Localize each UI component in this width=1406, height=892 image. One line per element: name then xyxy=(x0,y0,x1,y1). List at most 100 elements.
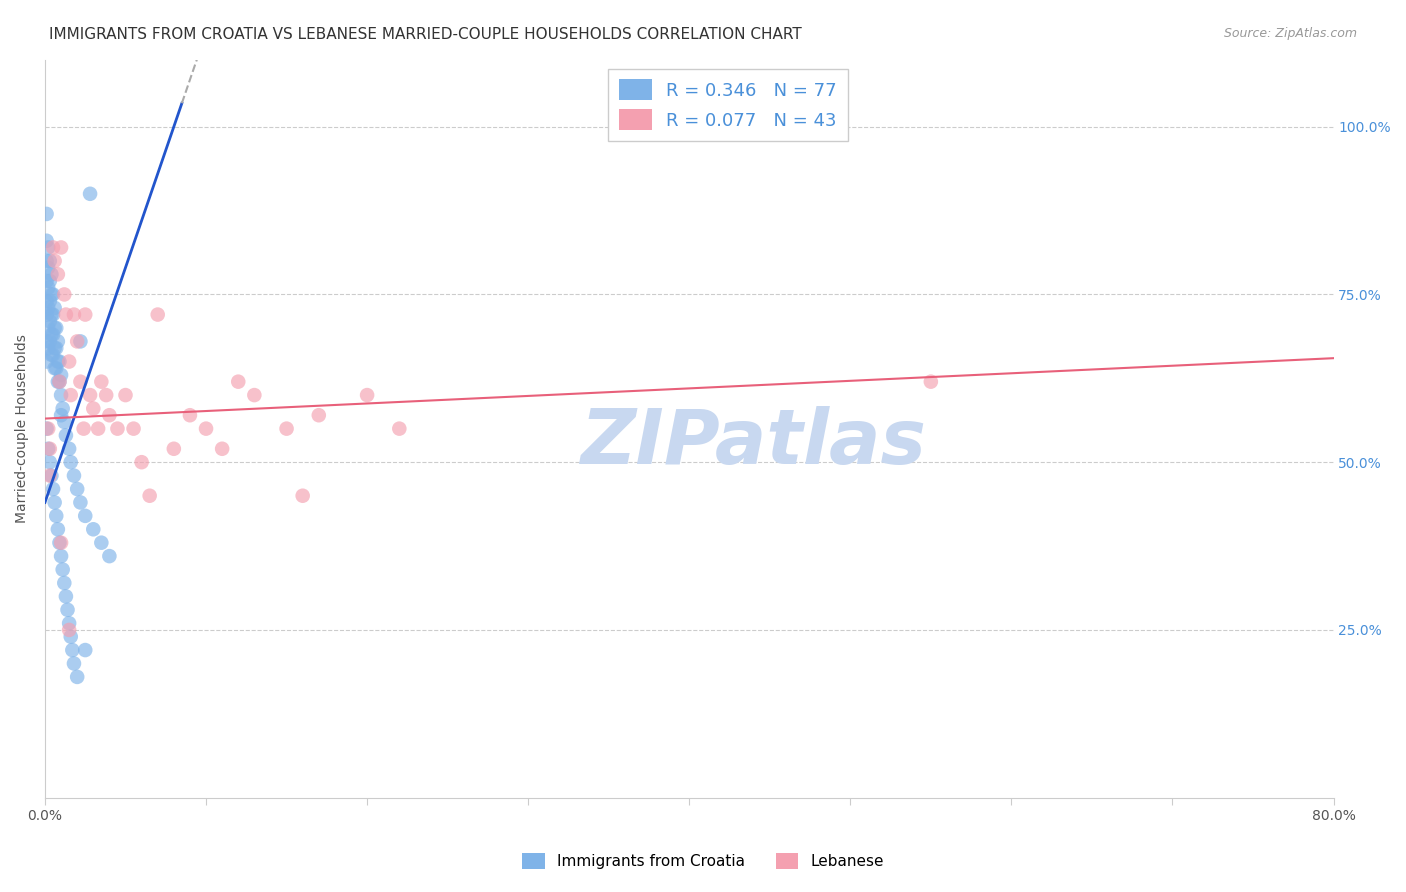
Point xyxy=(55,308,77,322)
Point xyxy=(49,368,72,382)
Point xyxy=(45,341,67,355)
Text: Source: ZipAtlas.com: Source: ZipAtlas.com xyxy=(1223,27,1357,40)
Point xyxy=(75,308,97,322)
Point xyxy=(276,422,298,436)
Point xyxy=(98,408,121,422)
Point xyxy=(107,422,129,436)
Point xyxy=(42,327,65,342)
Point xyxy=(37,442,59,456)
Point xyxy=(49,408,72,422)
Point xyxy=(38,442,60,456)
Point xyxy=(42,482,65,496)
Point xyxy=(37,321,59,335)
Text: IMMIGRANTS FROM CROATIA VS LEBANESE MARRIED-COUPLE HOUSEHOLDS CORRELATION CHART: IMMIGRANTS FROM CROATIA VS LEBANESE MARR… xyxy=(49,27,801,42)
Point xyxy=(49,388,72,402)
Point xyxy=(79,388,101,402)
Point xyxy=(38,334,60,349)
Point xyxy=(59,455,82,469)
Point xyxy=(75,508,97,523)
Point xyxy=(90,535,112,549)
Point xyxy=(55,428,77,442)
Point xyxy=(59,630,82,644)
Point xyxy=(356,388,378,402)
Point xyxy=(38,468,60,483)
Point xyxy=(53,287,76,301)
Legend: R = 0.346   N = 77, R = 0.077   N = 43: R = 0.346 N = 77, R = 0.077 N = 43 xyxy=(609,69,848,141)
Point xyxy=(41,268,63,282)
Point xyxy=(49,549,72,563)
Point xyxy=(49,240,72,254)
Point xyxy=(38,253,60,268)
Point xyxy=(58,442,80,456)
Point xyxy=(388,422,411,436)
Point xyxy=(35,294,58,309)
Point xyxy=(291,489,314,503)
Point xyxy=(46,522,69,536)
Point xyxy=(66,482,89,496)
Point xyxy=(37,301,59,315)
Point xyxy=(41,468,63,483)
Point xyxy=(163,442,186,456)
Point xyxy=(122,422,145,436)
Point xyxy=(52,563,75,577)
Point xyxy=(96,388,118,402)
Y-axis label: Married-couple Households: Married-couple Households xyxy=(15,334,30,523)
Point xyxy=(98,549,121,563)
Point xyxy=(44,361,66,376)
Point xyxy=(44,321,66,335)
Point xyxy=(45,361,67,376)
Point xyxy=(138,489,160,503)
Point xyxy=(35,234,58,248)
Point xyxy=(35,334,58,349)
Point xyxy=(90,375,112,389)
Point xyxy=(35,308,58,322)
Point xyxy=(53,576,76,591)
Point xyxy=(79,186,101,201)
Point xyxy=(46,375,69,389)
Point xyxy=(82,401,104,416)
Point xyxy=(53,415,76,429)
Point xyxy=(243,388,266,402)
Point xyxy=(42,348,65,362)
Point xyxy=(60,643,83,657)
Point xyxy=(308,408,330,422)
Text: ZIPatlas: ZIPatlas xyxy=(581,407,927,481)
Point xyxy=(41,327,63,342)
Point xyxy=(59,388,82,402)
Point xyxy=(63,657,86,671)
Point xyxy=(37,341,59,355)
Point xyxy=(41,308,63,322)
Point xyxy=(44,341,66,355)
Point xyxy=(37,240,59,254)
Point xyxy=(48,375,70,389)
Point xyxy=(46,354,69,368)
Point xyxy=(58,623,80,637)
Point xyxy=(63,468,86,483)
Point xyxy=(44,495,66,509)
Point xyxy=(45,321,67,335)
Point xyxy=(45,508,67,523)
Point xyxy=(82,522,104,536)
Point xyxy=(41,287,63,301)
Point xyxy=(226,375,249,389)
Point xyxy=(211,442,233,456)
Point xyxy=(38,274,60,288)
Point xyxy=(63,308,86,322)
Point xyxy=(75,643,97,657)
Point xyxy=(46,334,69,349)
Point xyxy=(48,375,70,389)
Point xyxy=(37,422,59,436)
Legend: Immigrants from Croatia, Lebanese: Immigrants from Croatia, Lebanese xyxy=(516,847,890,875)
Point xyxy=(58,616,80,631)
Point xyxy=(69,375,91,389)
Point xyxy=(72,422,94,436)
Point xyxy=(66,670,89,684)
Point xyxy=(38,455,60,469)
Point xyxy=(48,354,70,368)
Point xyxy=(87,422,110,436)
Point xyxy=(56,603,79,617)
Point xyxy=(114,388,136,402)
Point xyxy=(66,334,89,349)
Point xyxy=(69,334,91,349)
Point xyxy=(35,274,58,288)
